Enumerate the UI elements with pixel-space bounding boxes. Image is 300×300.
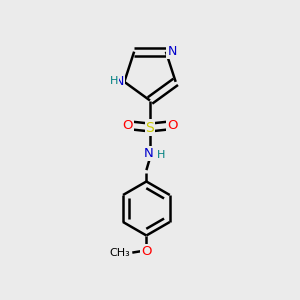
Text: N: N [115,75,124,88]
Text: O: O [122,118,133,132]
Text: O: O [141,244,152,258]
Text: N: N [144,147,153,161]
Text: O: O [167,118,178,132]
Text: H: H [157,150,166,160]
Text: N: N [167,45,177,58]
Text: CH₃: CH₃ [110,248,130,258]
Text: H: H [110,76,118,85]
Text: S: S [146,121,154,134]
